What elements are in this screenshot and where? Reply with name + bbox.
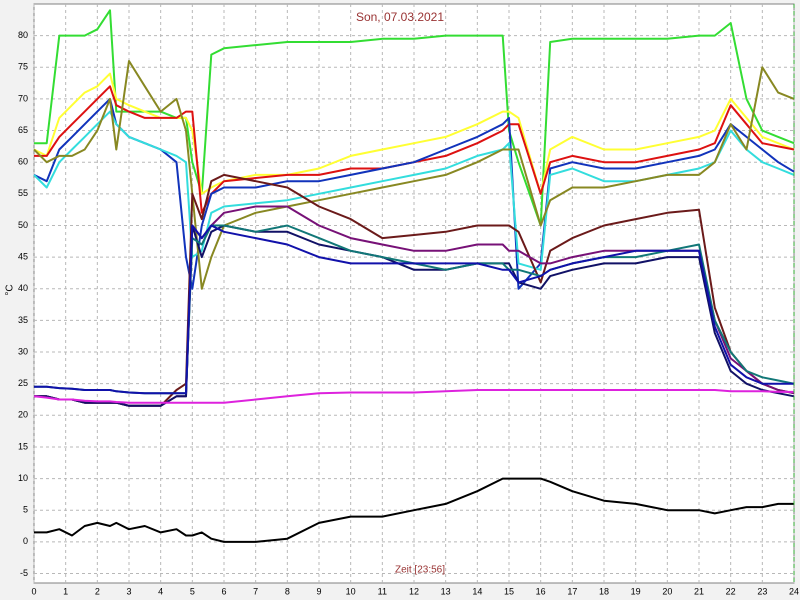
x-tick-label: 0 [31,586,36,596]
x-tick-label: 21 [694,586,704,596]
x-tick-label: 2 [95,586,100,596]
y-tick-label: 30 [18,346,28,356]
series-line [34,477,794,543]
y-tick-label: 55 [18,188,28,198]
x-tick-label: 12 [409,586,419,596]
y-tick-label: 60 [18,157,28,167]
x-tick-label: 16 [536,586,546,596]
x-tick-label: 11 [378,586,387,596]
x-tick-label: 22 [726,586,736,596]
x-tick-label: 17 [567,586,577,596]
y-tick-label: 0 [23,536,28,546]
y-tick-label: 25 [18,378,28,388]
y-axis-label: °C [5,284,16,295]
y-tick-label: 20 [18,410,28,420]
x-tick-label: 10 [346,586,356,596]
x-tick-label: 3 [126,586,131,596]
x-tick-label: 13 [441,586,451,596]
series-line [34,85,795,214]
x-tick-label: 5 [190,586,195,596]
y-tick-label: 80 [18,30,28,40]
x-tick-label: 8 [285,586,290,596]
series-line [33,110,795,271]
x-tick-label: 1 [63,586,68,596]
series-line [34,224,794,395]
series-line [33,97,795,290]
x-tick-label: 7 [253,586,258,596]
y-tick-label: 50 [18,220,28,230]
x-tick-label: 14 [472,586,482,596]
x-axis-label: Zeit [23:56] [395,565,445,576]
x-tick-label: 4 [158,586,163,596]
y-tick-label: 40 [18,283,28,293]
series-line [33,60,795,290]
x-tick-label: 15 [504,586,514,596]
y-tick-label: 15 [18,441,28,451]
x-tick-label: 24 [789,586,799,596]
series-line [34,9,795,227]
y-tick-label: 35 [18,315,28,325]
x-tick-label: 9 [316,586,321,596]
x-tick-label: 20 [662,586,672,596]
y-tick-label: 75 [18,62,28,72]
y-tick-label: -5 [20,568,28,578]
series-line [33,72,795,195]
x-tick-label: 6 [221,586,226,596]
y-tick-label: 70 [18,93,28,103]
x-tick-label: 19 [631,586,641,596]
y-tick-label: 65 [18,125,28,135]
y-tick-label: 10 [18,473,28,483]
y-tick-label: 45 [18,251,28,261]
x-tick-label: 23 [757,586,767,596]
x-tick-label: 18 [599,586,609,596]
y-tick-label: 5 [23,505,28,515]
chart-title: Son, 07.03.2021 [356,10,444,24]
series-line [33,389,794,404]
